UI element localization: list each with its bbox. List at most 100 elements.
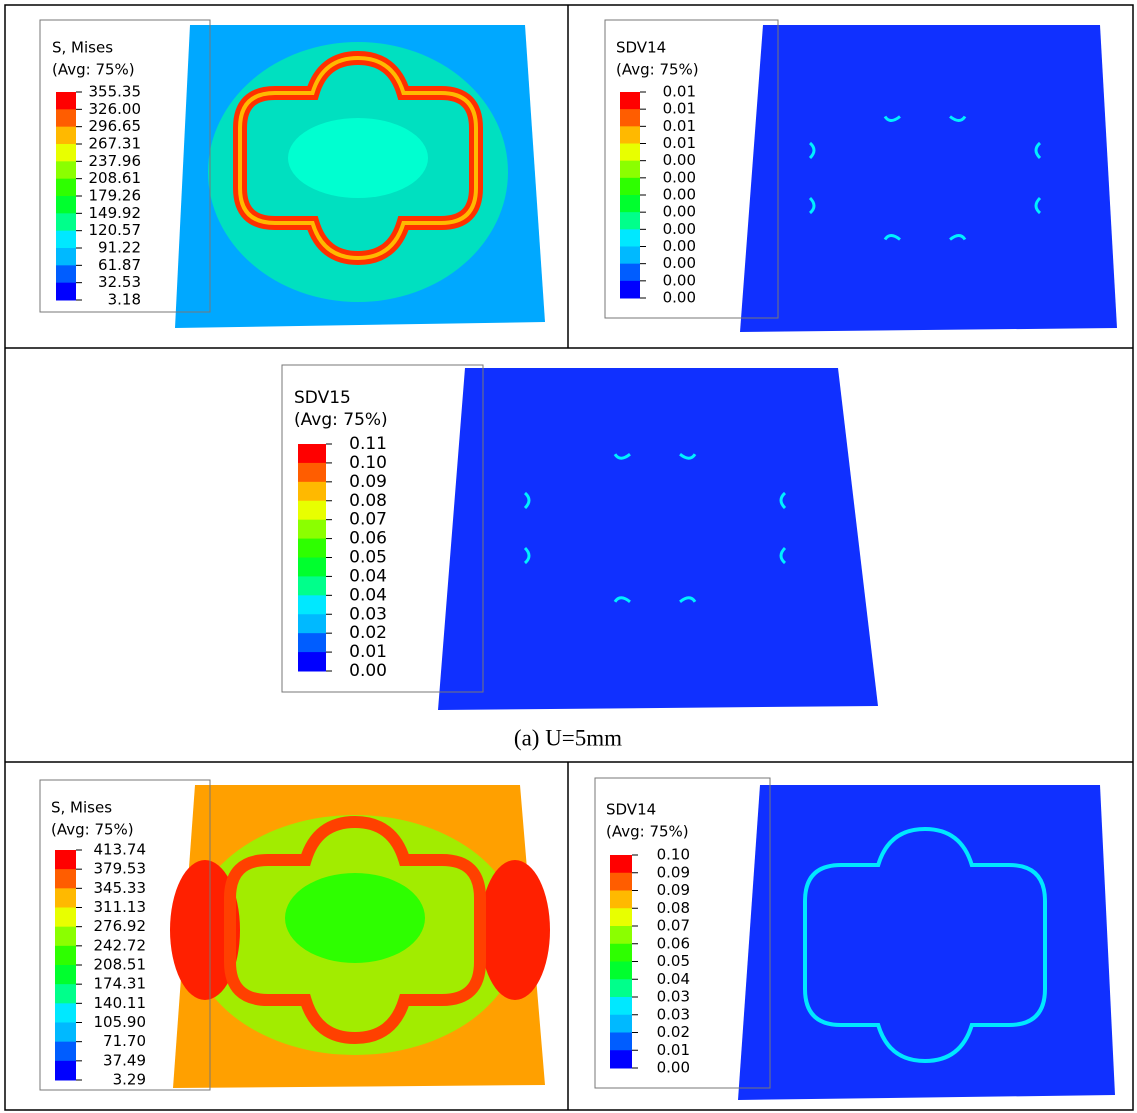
legend-label: 0.01 bbox=[663, 100, 696, 118]
color-band bbox=[56, 161, 76, 180]
color-band bbox=[298, 557, 326, 577]
color-band bbox=[56, 265, 76, 284]
color-band bbox=[610, 943, 632, 962]
color-band bbox=[55, 926, 76, 947]
legend-label: 3.29 bbox=[113, 1071, 146, 1089]
color-band bbox=[620, 109, 640, 127]
legend-box bbox=[281, 364, 484, 693]
color-band bbox=[55, 945, 76, 966]
legend-label: 0.07 bbox=[657, 917, 690, 935]
legend-label: 237.96 bbox=[89, 152, 142, 170]
table-border bbox=[4, 4, 1134, 1111]
color-band bbox=[298, 595, 326, 615]
color-band bbox=[610, 1050, 632, 1069]
color-band bbox=[620, 280, 640, 299]
color-band bbox=[620, 263, 640, 282]
color-band bbox=[55, 850, 76, 870]
legend-label: 0.04 bbox=[349, 566, 387, 586]
color-band bbox=[610, 890, 632, 909]
contour bbox=[679, 596, 697, 604]
contour bbox=[285, 873, 425, 963]
legend-label: 37.49 bbox=[103, 1051, 146, 1069]
color-band bbox=[620, 229, 640, 247]
legend-label: 149.92 bbox=[89, 204, 142, 222]
color-band bbox=[610, 1014, 632, 1033]
legend-subtitle: (Avg: 75%) bbox=[52, 61, 135, 79]
legend-label: 0.08 bbox=[657, 899, 690, 917]
legend-label: 379.53 bbox=[94, 860, 147, 878]
color-band bbox=[620, 160, 640, 179]
color-band bbox=[620, 177, 640, 196]
legend-label: 105.90 bbox=[94, 1013, 147, 1031]
color-band bbox=[610, 926, 632, 945]
color-band bbox=[298, 462, 326, 483]
color-band bbox=[56, 126, 76, 145]
legend-label: 0.07 bbox=[349, 510, 387, 530]
legend-label: 267.31 bbox=[89, 135, 142, 153]
color-band bbox=[610, 979, 632, 998]
legend-label: 0.03 bbox=[349, 604, 387, 624]
color-band bbox=[620, 212, 640, 230]
contour bbox=[779, 546, 787, 565]
legend-label: 0.10 bbox=[657, 846, 690, 864]
contour bbox=[523, 546, 531, 565]
legend-label: 140.11 bbox=[94, 994, 147, 1012]
legend-label: 0.10 bbox=[349, 453, 387, 473]
color-band bbox=[298, 652, 326, 672]
legend-title: SDV14 bbox=[606, 801, 656, 819]
color-band bbox=[55, 1003, 76, 1023]
legend-subtitle: (Avg: 75%) bbox=[294, 410, 388, 430]
legend-label: 0.03 bbox=[657, 1005, 690, 1023]
color-band bbox=[56, 144, 76, 162]
contour bbox=[238, 55, 478, 261]
legend-label: 0.00 bbox=[663, 289, 696, 307]
color-band bbox=[610, 908, 632, 927]
legend-label: 0.06 bbox=[349, 529, 387, 549]
legend-label: 311.13 bbox=[94, 898, 147, 916]
legend-label: 32.53 bbox=[98, 273, 141, 291]
color-band bbox=[610, 855, 632, 874]
color-band bbox=[610, 961, 632, 980]
color-band bbox=[55, 888, 76, 908]
contour bbox=[779, 491, 787, 510]
legend-label: 0.01 bbox=[663, 117, 696, 135]
contour bbox=[883, 115, 901, 122]
legend-label: 296.65 bbox=[89, 117, 142, 135]
legend-subtitle: (Avg: 75%) bbox=[616, 61, 699, 79]
color-band bbox=[298, 481, 326, 502]
color-band bbox=[56, 213, 76, 232]
color-band bbox=[620, 143, 640, 162]
color-band bbox=[56, 230, 76, 249]
contour bbox=[523, 491, 531, 510]
legend-title: SDV15 bbox=[294, 388, 351, 408]
contour-panel: SDV15(Avg: 75%)0.110.100.090.080.070.060… bbox=[281, 364, 878, 710]
legend-label: 0.00 bbox=[663, 271, 696, 289]
legend-label: 326.00 bbox=[89, 100, 142, 118]
color-band bbox=[55, 869, 76, 889]
color-band bbox=[56, 248, 76, 266]
legend-label: 0.00 bbox=[657, 1059, 690, 1077]
legend-label: 413.74 bbox=[94, 841, 147, 859]
contour bbox=[480, 860, 550, 1000]
color-band bbox=[55, 1041, 76, 1062]
legend-label: 0.00 bbox=[663, 220, 696, 238]
color-band bbox=[56, 178, 76, 197]
color-band bbox=[298, 538, 326, 558]
legend-label: 0.06 bbox=[657, 934, 690, 952]
color-band bbox=[55, 965, 76, 985]
legend-subtitle: (Avg: 75%) bbox=[51, 821, 134, 839]
color-band bbox=[298, 519, 326, 540]
legend-label: 61.87 bbox=[98, 256, 141, 274]
contour bbox=[808, 141, 816, 160]
legend-label: 0.08 bbox=[349, 491, 387, 511]
legend-label: 0.00 bbox=[663, 237, 696, 255]
contour-panel: SDV14(Avg: 75%)0.100.090.090.080.070.060… bbox=[594, 777, 1115, 1100]
legend-label: 0.00 bbox=[663, 168, 696, 186]
contour bbox=[288, 118, 428, 198]
legend-title: S, Mises bbox=[52, 39, 113, 57]
contour bbox=[170, 860, 240, 1000]
legend-label: 0.04 bbox=[349, 585, 387, 605]
legend-box bbox=[39, 19, 211, 313]
color-band bbox=[298, 614, 326, 634]
